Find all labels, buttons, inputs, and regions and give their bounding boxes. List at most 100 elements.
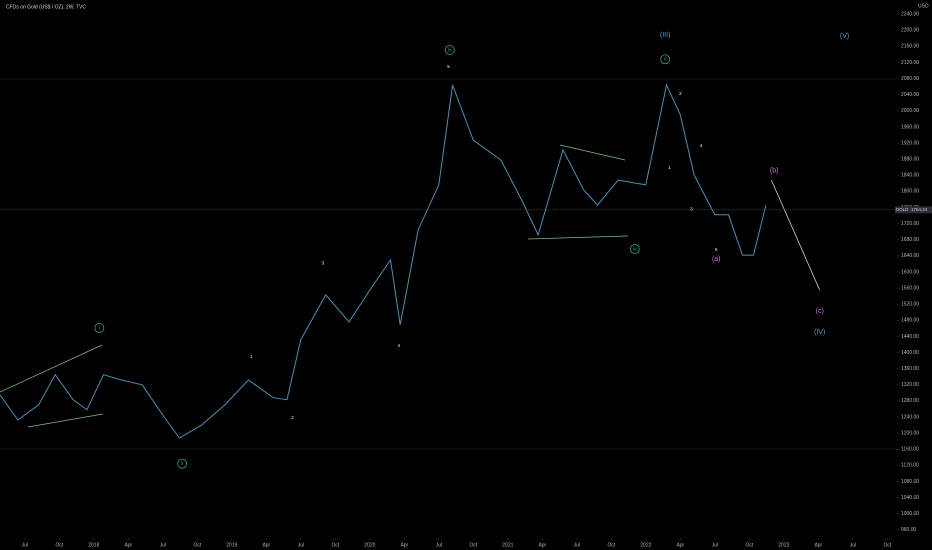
x-tick-label: Oct — [469, 542, 477, 548]
wave-label: 5 — [447, 64, 450, 69]
wave-label: 2 — [291, 415, 294, 420]
x-tick-label: Jul — [712, 542, 718, 548]
wave-label: 3 — [690, 206, 693, 211]
y-tick-label: 1360.00 — [901, 366, 919, 372]
x-tick-label: Apr — [400, 542, 408, 548]
wave-circle — [177, 458, 188, 469]
y-tick-label: 1680.00 — [901, 237, 919, 243]
y-tick-label: 2080.00 — [901, 76, 919, 82]
x-tick-label: Oct — [607, 542, 615, 548]
wave-label: 1 — [250, 354, 253, 359]
x-tick-label: Apr — [124, 542, 132, 548]
y-tick-label: 960.00 — [901, 527, 917, 533]
y-tick-label: 1520.00 — [901, 302, 919, 308]
y-tick-label: 1240.00 — [901, 414, 919, 420]
wave-label: 3 — [322, 260, 325, 265]
y-tick-label: 1320.00 — [901, 382, 919, 388]
price-line — [0, 83, 767, 439]
y-tick-label: 1560.00 — [901, 285, 919, 291]
wave-label: (III) — [660, 32, 671, 39]
trend-line — [527, 235, 629, 240]
x-tick-label: Oct — [55, 542, 63, 548]
trend-line — [559, 144, 626, 161]
x-tick-label: Apr — [538, 542, 546, 548]
wave-circle — [94, 323, 105, 333]
wave-label: ii — [181, 461, 183, 467]
x-tick-label: Jul — [850, 542, 856, 548]
x-tick-label: Jul — [436, 542, 442, 548]
wave-circle — [660, 54, 671, 65]
x-tick-label: Oct — [193, 542, 201, 548]
y-tick-label: 2200.00 — [901, 28, 919, 34]
y-tick-label: 1160.00 — [901, 447, 919, 453]
x-tick-label: 2020 — [364, 542, 375, 548]
wave-label: 4 — [398, 343, 401, 348]
trend-line — [0, 344, 103, 393]
wave-label: i — [99, 325, 100, 331]
y-tick-label: 1400.00 — [901, 350, 919, 356]
x-tick-label: Oct — [883, 542, 891, 548]
x-tick-label: 2021 — [502, 542, 513, 548]
y-tick-label: 1480.00 — [901, 318, 919, 324]
wave-label: 2 — [679, 91, 682, 96]
y-tick-label: 1040.00 — [901, 495, 919, 501]
x-tick-label: 2022 — [640, 542, 651, 548]
x-tick-label: 2023 — [778, 542, 789, 548]
y-tick-label: 1800.00 — [901, 189, 919, 195]
y-tick-label: 1880.00 — [901, 156, 919, 162]
price-line — [771, 179, 821, 291]
wave-label: 1 — [668, 165, 671, 170]
chart-title: CFDs on Gold (US$ / OZ), 2W, TVC — [6, 4, 86, 10]
y-tick-label: 1920.00 — [901, 140, 919, 146]
symbol-label: GOLD — [896, 207, 910, 212]
x-tick-label: 2019 — [226, 542, 237, 548]
trend-line — [27, 413, 104, 428]
wave-label: (b) — [770, 168, 779, 175]
y-tick-label: 1640.00 — [901, 253, 919, 259]
wave-label: 4 — [700, 143, 703, 148]
x-tick-label: Jul — [574, 542, 580, 548]
x-tick-label: Jul — [160, 542, 166, 548]
wave-label: (IV) — [814, 329, 825, 336]
y-tick-label: 1120.00 — [901, 463, 919, 469]
wave-label: (a) — [712, 256, 721, 263]
y-tick-label: 1840.00 — [901, 173, 919, 179]
y-tick-label: 1000.00 — [901, 511, 919, 517]
trend-lines — [0, 144, 629, 428]
wave-label: v — [664, 57, 667, 63]
x-tick-label: Jul — [22, 542, 28, 548]
wave-label: iii — [448, 47, 451, 53]
y-tick-label: 2000.00 — [901, 108, 919, 114]
wave-label: 5 — [715, 247, 718, 252]
wave-label: iv — [633, 246, 637, 252]
x-tick-label: Apr — [814, 542, 822, 548]
price-box — [909, 206, 932, 214]
y-tick-label: 1280.00 — [901, 398, 919, 404]
x-tick-label: 2018 — [88, 542, 99, 548]
y-tick-label: 1200.00 — [901, 430, 919, 436]
x-tick-label: Jul — [298, 542, 304, 548]
y-tick-label: 2120.00 — [901, 60, 919, 66]
y-tick-label: 1080.00 — [901, 479, 919, 485]
symbol-box — [895, 206, 909, 214]
y-tick-label: 1600.00 — [901, 269, 919, 275]
y-tick-label: 2040.00 — [901, 92, 919, 98]
y-tick-label: 1720.00 — [901, 221, 919, 227]
wave-label: (V) — [840, 33, 849, 40]
y-tick-label: 2240.00 — [901, 11, 919, 17]
x-tick-label: Oct — [331, 542, 339, 548]
price-label: 1754.24 — [911, 207, 928, 212]
wave-circle — [629, 244, 640, 254]
y-tick-label: 1440.00 — [901, 334, 919, 340]
x-tick-label: Apr — [676, 542, 684, 548]
y-tick-label: 1960.00 — [901, 124, 919, 130]
wave-label: (c) — [816, 308, 824, 315]
y-tick-label: 2160.00 — [901, 44, 919, 50]
x-tick-label: Apr — [262, 542, 270, 548]
x-tick-label: Oct — [745, 542, 753, 548]
wave-circle — [444, 45, 455, 55]
y-axis-label: USD — [918, 3, 929, 9]
